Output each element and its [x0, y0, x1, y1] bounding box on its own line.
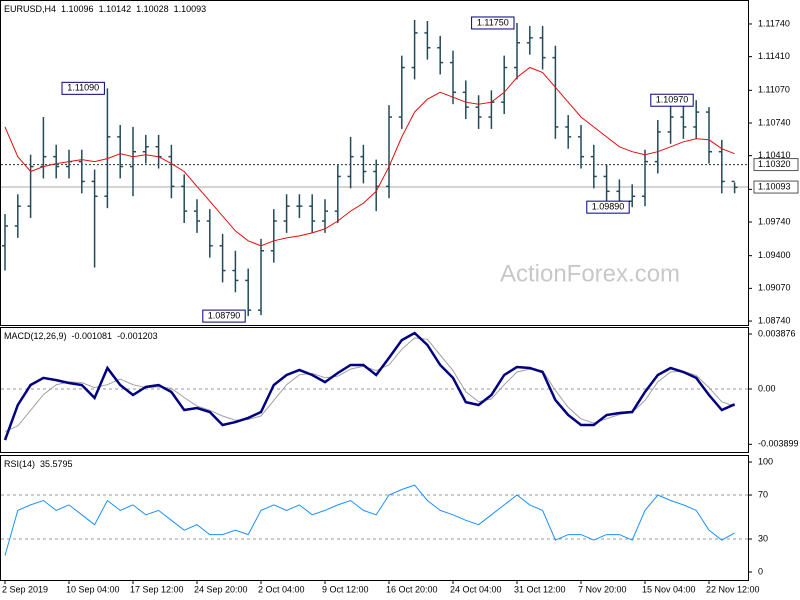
- header-value: -0.001203: [117, 331, 158, 341]
- y-tick-label: 0.003876: [758, 328, 796, 338]
- annotation-box: [471, 16, 515, 30]
- annotation-box: [650, 93, 694, 107]
- y-tick-label: 1.10410: [758, 150, 791, 160]
- y-tick-label: -0.003899: [758, 439, 799, 449]
- x-tick-label: 16 Oct 20:00: [386, 584, 438, 594]
- x-tick-label: 15 Nov 04:00: [642, 584, 696, 594]
- panel-frame: [0, 327, 749, 453]
- panel-header: EURUSD,H4 1.10096 1.10142 1.10028 1.10093: [4, 4, 206, 14]
- x-tick-label: 24 Sep 20:00: [194, 584, 248, 594]
- y-tick-label: 1.11740: [758, 18, 790, 28]
- panel-header: RSI(14) 35.5795: [4, 459, 73, 469]
- annotation-label: 1.10970: [656, 95, 689, 105]
- y-tick-label: 0.00: [758, 383, 776, 393]
- y-tick-label: 1.09740: [758, 216, 791, 226]
- price-label-box: [753, 180, 799, 194]
- price-label-box: [753, 158, 799, 172]
- y-tick-label: 1.11070: [758, 85, 790, 95]
- y-tick-label: 1.10740: [758, 117, 791, 127]
- x-tick-label: 9 Oct 12:00: [322, 584, 369, 594]
- x-tick-label: 22 Nov 12:00: [706, 584, 760, 594]
- x-tick-label: 7 Nov 20:00: [578, 584, 627, 594]
- y-tick-label: 1.11410: [758, 51, 790, 61]
- watermark: ActionForex.com: [500, 260, 680, 287]
- y-tick-label: 30: [758, 533, 768, 543]
- rsi-line: [4, 484, 735, 556]
- y-tick-label: 1.09400: [758, 250, 791, 260]
- annotation-label: 1.08790: [208, 310, 241, 320]
- y-tick-label: 70: [758, 489, 768, 499]
- x-tick-label: 2 Sep 2019: [2, 584, 48, 594]
- header-value: 35.5795: [40, 459, 73, 469]
- x-tick-label: 2 Oct 04:00: [258, 584, 305, 594]
- annotation-label: 1.11090: [67, 83, 99, 93]
- x-tick-label: 24 Oct 04:00: [450, 584, 502, 594]
- annotation-label: 1.09890: [592, 202, 625, 212]
- header-value: -0.001081: [72, 331, 113, 341]
- price-label: 1.10320: [758, 159, 791, 169]
- panel-frame: [0, 0, 749, 326]
- panel-title: RSI(14): [4, 459, 35, 469]
- annotation-box: [61, 81, 105, 95]
- panel-title: MACD(12,26,9): [4, 331, 67, 341]
- y-tick-label: 1.09070: [758, 283, 791, 293]
- y-tick-label: 1.08740: [758, 315, 791, 325]
- header-value: 1.10142: [99, 4, 132, 14]
- annotation-box: [202, 309, 246, 323]
- x-tick-label: 31 Oct 12:00: [514, 584, 566, 594]
- panel-frame: [0, 455, 749, 581]
- moving-average: [4, 66, 735, 247]
- panel-title: EURUSD,H4: [4, 4, 56, 14]
- x-tick-label: 10 Sep 04:00: [66, 584, 120, 594]
- x-tick-label: 17 Sep 12:00: [130, 584, 184, 594]
- macd-line: [3, 331, 736, 441]
- header-value: 1.10096: [61, 4, 94, 14]
- header-value: 1.10093: [174, 4, 207, 14]
- annotation-label: 1.11750: [477, 17, 509, 27]
- annotation-box: [586, 200, 630, 214]
- y-tick-label: 100: [758, 456, 773, 466]
- signal-line: [4, 337, 735, 433]
- y-tick-label: 0: [758, 566, 763, 576]
- header-value: 1.10028: [136, 4, 169, 14]
- panel-header: MACD(12,26,9) -0.001081 -0.001203: [4, 331, 158, 341]
- price-label: 1.10093: [758, 181, 791, 191]
